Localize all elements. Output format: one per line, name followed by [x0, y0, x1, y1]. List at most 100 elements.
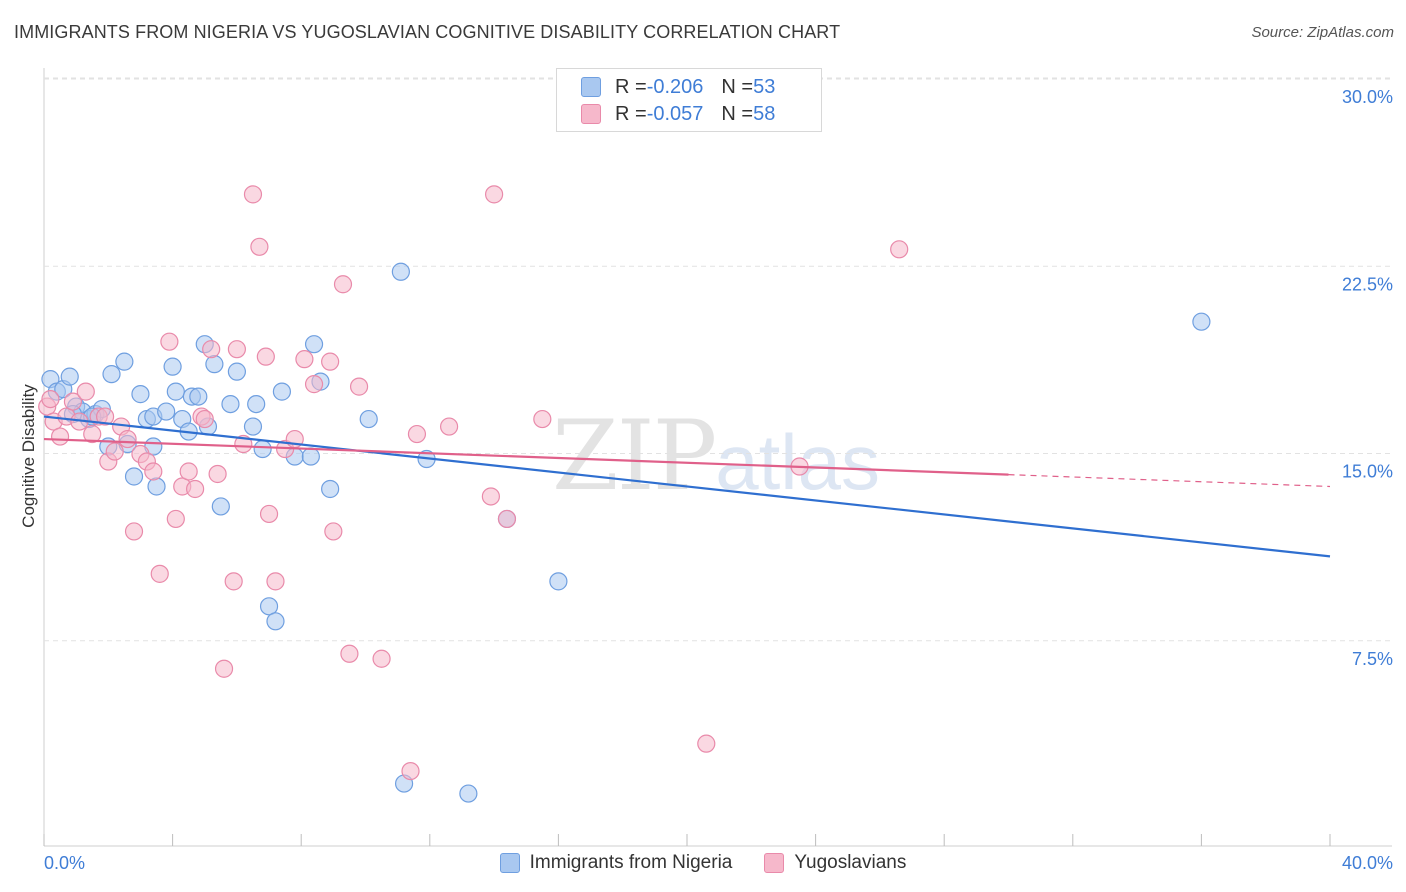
series-swatch-yugoslavians [764, 853, 785, 873]
legend-r-label: R = [615, 102, 647, 125]
data-point-yugoslavians [401, 761, 420, 781]
data-point-yugoslavians [439, 417, 459, 436]
data-point-yugoslavians [208, 464, 227, 484]
legend-swatch-yugoslavians [581, 104, 601, 124]
trend-line-yugoslavians [43, 437, 1009, 476]
data-point-yugoslavians [321, 352, 340, 371]
data-point-yugoslavians [259, 504, 279, 524]
y-axis-label: Cognitive Disability [19, 384, 38, 528]
data-point-nigeria [459, 784, 478, 803]
series-label-nigeria: Immigrants from Nigeria [529, 852, 733, 873]
data-point-yugoslavians [266, 572, 285, 591]
data-point-yugoslavians [150, 564, 169, 583]
data-point-nigeria [211, 497, 230, 516]
legend-r-value: -0.057 [646, 102, 704, 125]
data-point-nigeria [549, 572, 568, 591]
y-tick-label: 30.0% [1342, 87, 1393, 107]
data-point-yugoslavians [256, 347, 275, 366]
legend-n-value: 58 [753, 102, 776, 125]
data-point-nigeria [115, 352, 134, 371]
data-point-yugoslavians [295, 350, 314, 369]
data-point-yugoslavians [160, 332, 179, 351]
data-point-nigeria [301, 447, 320, 466]
watermark: ZIPatlas [552, 400, 880, 512]
data-point-yugoslavians [144, 462, 163, 481]
data-point-yugoslavians [227, 340, 246, 359]
data-point-nigeria [247, 394, 266, 414]
data-point-yugoslavians [485, 185, 504, 204]
data-point-yugoslavians [76, 382, 95, 401]
data-point-yugoslavians [202, 340, 221, 359]
data-point-nigeria [163, 357, 182, 376]
data-point-yugoslavians [372, 649, 391, 668]
x-tick-label: 40.0% [1342, 853, 1393, 873]
data-point-yugoslavians [95, 407, 115, 426]
data-point-nigeria [205, 355, 224, 374]
series-legend: Immigrants from Nigeria Yugoslavians [0, 852, 1406, 874]
data-point-nigeria [243, 417, 263, 436]
data-point-yugoslavians [324, 522, 343, 541]
data-point-yugoslavians [304, 375, 324, 394]
correlation-legend: R = -0.206 N = 53 R = -0.057 N = 58 [556, 68, 822, 132]
legend-swatch-nigeria [581, 77, 601, 97]
source-credit: Source: ZipAtlas.com [1251, 24, 1394, 41]
data-point-yugoslavians [497, 509, 517, 529]
data-point-yugoslavians [224, 572, 243, 591]
data-point-nigeria [321, 479, 340, 499]
watermark-zip: ZIP [552, 400, 717, 512]
series-swatch-nigeria [499, 853, 520, 873]
legend-n-label: N = [721, 102, 754, 125]
data-point-yugoslavians [340, 644, 359, 663]
series-legend-nigeria[interactable]: Immigrants from Nigeria [499, 852, 733, 874]
data-point-yugoslavians [83, 424, 102, 444]
data-point-yugoslavians [166, 509, 185, 529]
data-point-nigeria [166, 382, 185, 401]
data-point-nigeria [124, 467, 144, 486]
data-point-yugoslavians [890, 240, 909, 259]
y-tick-label: 7.5% [1352, 649, 1393, 669]
data-point-yugoslavians [250, 237, 269, 256]
y-tick-label: 22.5% [1342, 274, 1393, 294]
data-point-nigeria [253, 439, 272, 459]
data-point-nigeria [102, 365, 121, 384]
trend-line-extension-yugoslavians [1008, 474, 1331, 488]
legend-n-value: 53 [753, 75, 776, 98]
data-point-nigeria [304, 335, 324, 354]
data-point-yugoslavians [195, 409, 214, 429]
data-point-nigeria [227, 362, 246, 381]
data-point-nigeria [1192, 312, 1211, 331]
x-tick-label: 0.0% [44, 853, 85, 873]
series-label-yugoslavians: Yugoslavians [794, 852, 907, 873]
data-point-yugoslavians [41, 389, 60, 409]
data-point-yugoslavians [481, 487, 500, 506]
data-point-yugoslavians [349, 377, 369, 396]
legend-r-label: R = [615, 75, 647, 98]
legend-row-yugoslavians: R = -0.057 N = 58 [581, 102, 775, 126]
data-point-nigeria [131, 385, 150, 404]
data-point-yugoslavians [63, 392, 83, 411]
data-point-yugoslavians [118, 429, 137, 449]
data-point-nigeria [359, 409, 378, 429]
data-point-nigeria [147, 477, 166, 496]
data-point-yugoslavians [333, 275, 353, 294]
data-point-yugoslavians [186, 479, 205, 499]
data-point-nigeria [221, 394, 240, 414]
data-point-nigeria [266, 612, 285, 631]
data-point-nigeria [157, 402, 176, 421]
data-point-nigeria [272, 382, 292, 401]
data-point-yugoslavians [243, 185, 263, 204]
data-point-nigeria [259, 597, 279, 616]
data-point-nigeria [60, 367, 79, 386]
trend-line-nigeria [43, 415, 1331, 558]
data-point-yugoslavians [179, 462, 198, 481]
series-legend-yugoslavians[interactable]: Yugoslavians [764, 852, 906, 874]
data-point-yugoslavians [697, 734, 716, 753]
data-point-yugoslavians [407, 424, 427, 444]
data-point-nigeria [189, 387, 208, 406]
data-point-yugoslavians [124, 522, 144, 541]
data-point-yugoslavians [533, 409, 552, 429]
legend-row-nigeria: R = -0.206 N = 53 [581, 75, 775, 99]
legend-n-label: N = [721, 75, 754, 98]
chart-title: IMMIGRANTS FROM NIGERIA VS YUGOSLAVIAN C… [14, 22, 841, 42]
